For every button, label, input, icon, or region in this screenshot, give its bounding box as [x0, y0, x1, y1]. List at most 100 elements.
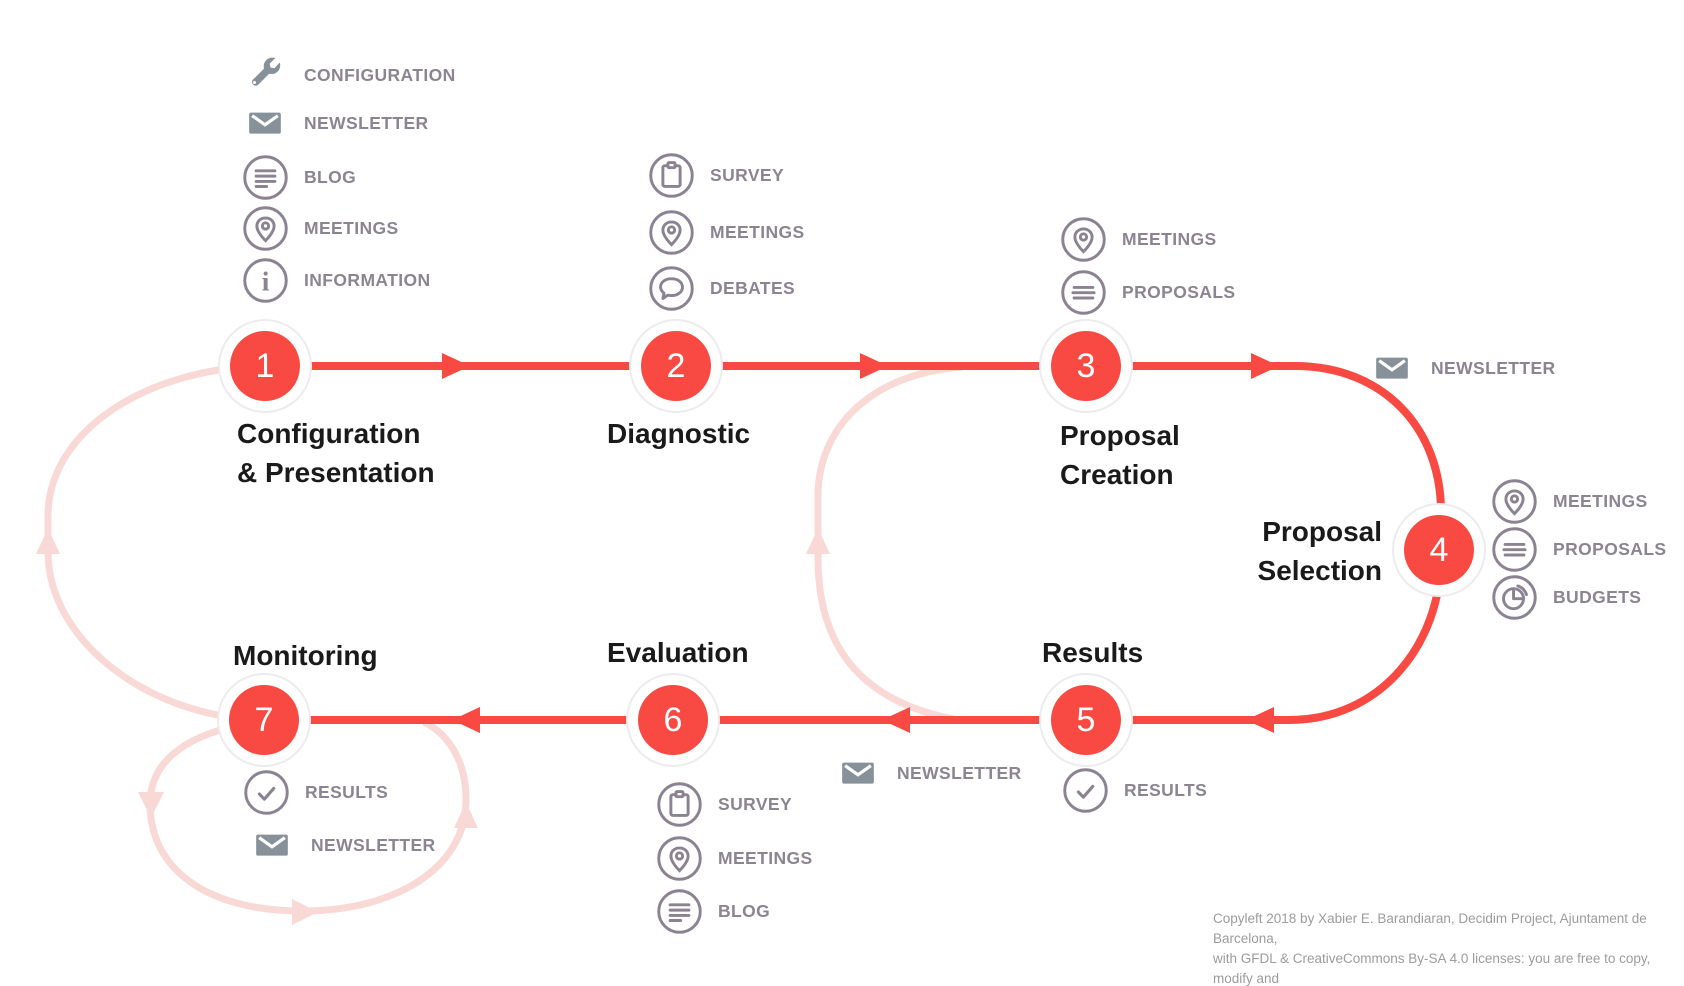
step-1-icon-blog: BLOG	[239, 151, 356, 203]
title-line: Proposal	[1060, 420, 1180, 451]
step-2-icon-meetings: MEETINGS	[645, 206, 805, 258]
icon-label: BLOG	[718, 900, 771, 921]
flow-arrowheads	[442, 353, 1279, 733]
check-icon	[240, 766, 292, 818]
step-3-title: Proposal Creation	[1060, 416, 1180, 494]
list-lines-icon	[1057, 266, 1109, 318]
map-pin-icon	[1057, 213, 1109, 265]
step-5-title: Results	[1042, 633, 1143, 672]
step-2-circle: 2	[631, 321, 721, 411]
arrow-6-7	[452, 707, 480, 733]
icon-label: MEETINGS	[304, 217, 399, 238]
step-1-title: Configuration & Presentation	[237, 414, 435, 492]
arrow-3-4	[1251, 353, 1279, 379]
envelope-icon	[239, 97, 291, 149]
icon-label: NEWSLETTER	[897, 762, 1022, 783]
info-icon	[239, 254, 291, 306]
title-line: Selection	[1257, 555, 1382, 586]
map-pin-icon	[1488, 475, 1540, 527]
step-2-title: Diagnostic	[607, 414, 750, 453]
step-3-circle: 3	[1041, 321, 1131, 411]
step-4-circle: 4	[1394, 505, 1484, 595]
loop-arrow-up-middle	[806, 528, 830, 554]
icon-label: SURVEY	[710, 164, 785, 185]
map-pin-icon	[239, 202, 291, 254]
icon-label: MEETINGS	[1122, 228, 1217, 249]
icon-label: PROPOSALS	[1122, 281, 1236, 302]
copyright-line: with GFDL & CreativeCommons By-SA 4.0 li…	[1213, 951, 1651, 986]
arrow-4-5	[1246, 707, 1274, 733]
title-line: Proposal	[1262, 516, 1382, 547]
icon-label: MEETINGS	[710, 221, 805, 242]
step-7-icon-newsletter: NEWSLETTER	[246, 819, 436, 871]
icon-label: BLOG	[304, 166, 357, 187]
step-6-title: Evaluation	[607, 633, 749, 672]
title-line: Monitoring	[233, 640, 378, 671]
icon-label: NEWSLETTER	[1431, 357, 1556, 378]
step-6-icon-survey: SURVEY	[653, 778, 792, 830]
loop-paths	[44, 362, 963, 915]
step-1-icon-configuration: CONFIGURATION	[239, 49, 456, 101]
step-1-number: 1	[230, 331, 300, 401]
step-3-icon-proposals: PROPOSALS	[1057, 266, 1235, 318]
pie-chart-icon	[1488, 571, 1540, 623]
clipboard-icon	[645, 149, 697, 201]
step-1-icon-newsletter: NEWSLETTER	[239, 97, 429, 149]
step-4-title: Proposal Selection	[1132, 512, 1382, 590]
check-icon	[1059, 764, 1111, 816]
title-line: Diagnostic	[607, 418, 751, 449]
clipboard-icon	[653, 778, 705, 830]
title-line: & Presentation	[237, 457, 435, 488]
step-4-icon-budgets: BUDGETS	[1488, 571, 1641, 623]
wrench-icon	[239, 49, 291, 101]
title-line: Creation	[1060, 459, 1174, 490]
icon-label: SURVEY	[718, 793, 793, 814]
step-2-icon-debates: DEBATES	[645, 262, 795, 314]
loop-arrow-right-small	[292, 899, 318, 925]
loop-results-to-proposal-creation	[814, 363, 963, 724]
blog-icon	[239, 151, 291, 203]
step-6-circle: 6	[628, 675, 718, 765]
icon-label: MEETINGS	[1553, 490, 1648, 511]
arrow-2-3	[860, 353, 888, 379]
step-2-icon-survey: SURVEY	[645, 149, 784, 201]
map-pin-icon	[645, 206, 697, 258]
loop-arrow-down-small	[138, 792, 164, 818]
step-5-number: 5	[1051, 685, 1121, 755]
step-5-icon-newsletter: NEWSLETTER	[832, 747, 1022, 799]
icon-label: MEETINGS	[718, 847, 813, 868]
loop-arrow-up-left	[36, 528, 60, 554]
envelope-icon	[246, 819, 298, 871]
map-pin-icon	[653, 832, 705, 884]
step-3-number: 3	[1051, 331, 1121, 401]
loop-arrowheads	[36, 528, 830, 925]
step-6-icon-meetings: MEETINGS	[653, 832, 813, 884]
copyright-line: Copyleft 2018 by Xabier E. Barandiaran, …	[1213, 911, 1647, 946]
envelope-icon	[1366, 342, 1418, 394]
step-4-icon-newsletter: NEWSLETTER	[1366, 342, 1556, 394]
title-line: Configuration	[237, 418, 421, 449]
step-3-icon-meetings: MEETINGS	[1057, 213, 1217, 265]
step-7-number: 7	[229, 685, 299, 755]
icon-label: PROPOSALS	[1553, 538, 1667, 559]
step-7-title: Monitoring	[233, 636, 378, 675]
icon-label: BUDGETS	[1553, 586, 1642, 607]
arrow-1-2	[442, 353, 470, 379]
envelope-icon	[832, 747, 884, 799]
step-5-icon-results: RESULTS	[1059, 764, 1207, 816]
copyright-notice: Copyleft 2018 by Xabier E. Barandiaran, …	[1213, 909, 1663, 986]
blog-icon	[653, 885, 705, 937]
title-line: Results	[1042, 637, 1144, 668]
step-4-number: 4	[1404, 515, 1474, 585]
step-1-circle: 1	[220, 321, 310, 411]
list-lines-icon	[1488, 523, 1540, 575]
step-7-icon-results: RESULTS	[240, 766, 388, 818]
icon-label: NEWSLETTER	[311, 834, 436, 855]
step-1-icon-meetings: MEETINGS	[239, 202, 399, 254]
icon-label: DEBATES	[710, 277, 796, 298]
icon-label: NEWSLETTER	[304, 112, 429, 133]
icon-label: RESULTS	[305, 781, 389, 802]
icon-label: INFORMATION	[304, 269, 431, 290]
speech-bubble-icon	[645, 262, 697, 314]
